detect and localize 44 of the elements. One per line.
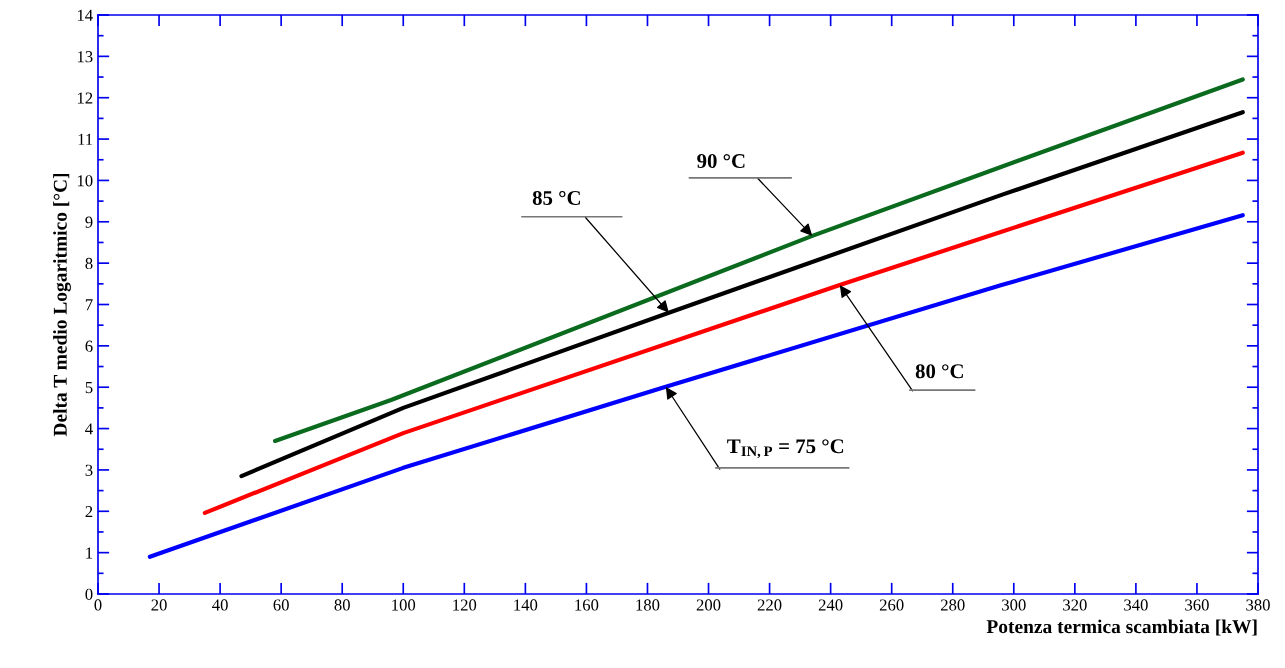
y-tick-label: 8 xyxy=(85,257,93,270)
y-tick-label: 12 xyxy=(77,92,93,104)
y-tick-label: 6 xyxy=(85,340,93,352)
annotation: T$_{IN,P}$ = 75 °C xyxy=(727,439,844,459)
x-axis-title: Potenza termica scambiata [kW] xyxy=(986,619,1257,636)
x-tick-label: 360 xyxy=(1185,599,1209,611)
y-tick-label: 0 xyxy=(85,588,93,600)
x-tick-label: 280 xyxy=(940,599,965,611)
y-tick-label: 7 xyxy=(85,299,93,311)
y-tick-label: 9 xyxy=(85,216,93,228)
x-tick-label: 220 xyxy=(757,599,782,611)
x-tick-label: 80 xyxy=(334,599,350,611)
y-tick-label: 1 xyxy=(86,547,93,559)
x-tick-label: 300 xyxy=(1002,599,1026,611)
y-tick-label: 10 xyxy=(77,175,93,187)
line-series xyxy=(202,150,1245,516)
annotation: 90 °C xyxy=(697,154,745,169)
line-series xyxy=(239,110,1245,479)
y-tick-label: 3 xyxy=(85,464,93,476)
annotation: 85 °C xyxy=(532,190,580,205)
x-tick-label: 60 xyxy=(273,599,289,611)
annotation: 80 °C xyxy=(915,364,963,379)
y-tick-label: 13 xyxy=(77,51,93,63)
x-tick-label: 140 xyxy=(514,599,538,611)
x-tick-label: 120 xyxy=(453,599,477,611)
y-tick-label: 2 xyxy=(85,506,93,518)
x-tick-label: 260 xyxy=(879,599,904,611)
x-tick-label: 160 xyxy=(575,599,599,611)
line-series xyxy=(147,213,1245,559)
x-tick-label: 380 xyxy=(1246,599,1270,611)
y-tick-label: 4 xyxy=(85,423,93,435)
x-tick-label: 40 xyxy=(212,599,228,611)
x-tick-label: 240 xyxy=(818,599,843,611)
y-tick-label: 5 xyxy=(85,382,93,394)
y-tick-label: 11 xyxy=(78,133,93,145)
x-tick-label: 340 xyxy=(1124,599,1148,611)
x-tick-label: 0 xyxy=(94,599,102,611)
x-tick-label: 320 xyxy=(1063,599,1087,611)
y-axis-title: Delta T medio Logaritmico [°C] xyxy=(53,173,71,437)
x-tick-label: 180 xyxy=(636,599,660,611)
x-tick-label: 200 xyxy=(696,599,721,611)
y-tick-label: 14 xyxy=(77,9,93,21)
x-tick-label: 100 xyxy=(392,599,416,611)
x-tick-label: 20 xyxy=(151,599,167,611)
